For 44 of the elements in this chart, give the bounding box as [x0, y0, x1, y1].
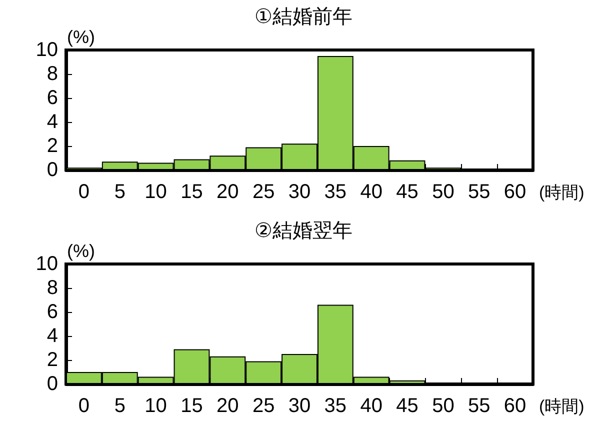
y-tick-label: 6: [46, 87, 58, 109]
y-tick-label: 8: [46, 277, 58, 299]
x-tick-label: 50: [432, 181, 454, 203]
x-tick-label: 55: [468, 181, 490, 203]
y-tick-label: 10: [36, 253, 58, 275]
x-tick-label: 15: [180, 181, 203, 203]
x-tick-label: 35: [324, 395, 347, 417]
x-tick-label: 10: [144, 395, 167, 417]
x-tick-label: 60: [504, 181, 526, 203]
x-tick-label: 30: [288, 395, 311, 417]
x-tick-label: 50: [432, 395, 454, 417]
x-tick-label: 60: [504, 395, 526, 417]
x-tick-label: 20: [216, 395, 239, 417]
x-tick-label: 25: [252, 395, 275, 417]
x-tick-label: 25: [252, 181, 275, 203]
y-tick-label: 4: [46, 111, 58, 133]
y-tick-label: 8: [46, 63, 58, 85]
y-tick-label: 2: [46, 349, 58, 371]
chart-title: ②結婚翌年: [254, 220, 352, 242]
y-tick-label: 6: [46, 301, 58, 323]
x-tick-label: 5: [114, 395, 126, 417]
x-axis-title: (時間): [539, 397, 584, 416]
y-tick-label: 4: [46, 325, 58, 347]
x-tick-label: 10: [144, 181, 167, 203]
x-tick-label: 20: [216, 181, 239, 203]
chart-title: ①結婚前年: [254, 6, 352, 28]
x-tick-label: 55: [468, 395, 490, 417]
x-tick-label: 0: [78, 181, 90, 203]
x-tick-label: 30: [288, 181, 311, 203]
x-tick-label: 15: [180, 395, 203, 417]
x-tick-label: 35: [324, 181, 347, 203]
y-axis-title: (%): [67, 241, 95, 261]
x-tick-label: 0: [78, 395, 90, 417]
x-axis-title: (時間): [539, 183, 584, 202]
x-tick-label: 45: [396, 181, 418, 203]
y-axis-title: (%): [67, 27, 95, 47]
y-tick-label: 0: [46, 373, 58, 395]
y-tick-label: 2: [46, 135, 58, 157]
y-tick-label: 0: [46, 159, 58, 181]
x-tick-label: 5: [114, 181, 126, 203]
x-tick-label: 45: [396, 395, 418, 417]
y-tick-label: 10: [36, 39, 58, 61]
x-tick-label: 40: [360, 395, 382, 417]
x-tick-label: 40: [360, 181, 382, 203]
